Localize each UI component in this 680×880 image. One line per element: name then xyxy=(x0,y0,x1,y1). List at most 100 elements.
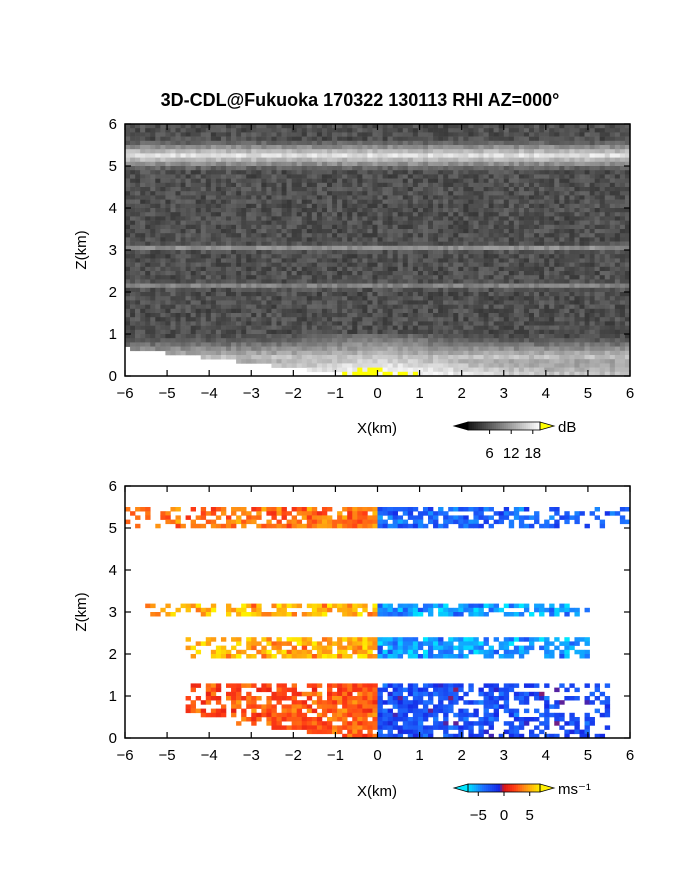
heatmap-cell xyxy=(569,191,575,196)
heatmap-cell xyxy=(150,145,156,150)
heatmap-cell xyxy=(241,237,247,242)
heatmap-cell xyxy=(614,136,621,142)
heatmap-cell xyxy=(140,224,146,230)
heatmap-cell xyxy=(160,166,166,171)
heatmap-cell xyxy=(523,199,530,205)
heatmap-cell xyxy=(125,258,131,263)
heatmap-cell xyxy=(493,187,499,192)
heatmap-cell xyxy=(534,275,540,280)
heatmap-cell xyxy=(554,313,560,318)
heatmap-cell xyxy=(291,203,297,209)
heatmap-cell xyxy=(599,208,606,213)
heatmap-cell xyxy=(246,187,252,192)
heatmap-cell xyxy=(130,140,136,146)
heatmap-cell xyxy=(448,153,454,158)
heatmap-cell xyxy=(321,145,328,150)
heatmap-cell xyxy=(251,212,257,217)
heatmap-cell xyxy=(453,245,459,251)
heatmap-cell xyxy=(231,212,237,217)
heatmap-cell xyxy=(463,128,469,133)
heatmap-cell xyxy=(195,174,202,179)
heatmap-cell xyxy=(241,279,247,284)
heatmap-cell xyxy=(170,296,176,301)
heatmap-cell xyxy=(387,140,393,146)
heatmap-cell xyxy=(624,174,631,179)
heatmap-cell xyxy=(311,300,318,305)
heatmap-cell xyxy=(614,317,621,322)
heatmap-cell xyxy=(584,191,590,196)
heatmap-cell xyxy=(251,166,257,171)
heatmap-cell xyxy=(377,161,383,167)
heatmap-cell xyxy=(498,199,505,205)
heatmap-cell xyxy=(609,245,616,251)
heatmap-cell xyxy=(569,329,575,335)
heatmap-cell xyxy=(468,292,474,297)
heatmap-cell xyxy=(599,182,606,188)
heatmap-cell xyxy=(463,304,469,310)
heatmap-cell xyxy=(402,321,409,326)
heatmap-cell xyxy=(145,212,151,217)
heatmap-cell xyxy=(145,203,151,209)
heatmap-cell xyxy=(377,136,383,142)
heatmap-cell xyxy=(342,140,348,146)
heatmap-cell xyxy=(276,287,282,293)
heatmap-cell xyxy=(569,166,575,171)
heatmap-cell xyxy=(296,199,303,205)
heatmap-cell xyxy=(468,304,474,310)
heatmap-cell xyxy=(251,266,257,272)
heatmap-cell xyxy=(135,313,141,318)
heatmap-cell xyxy=(337,258,343,263)
heatmap-cell xyxy=(160,287,166,293)
heatmap-cell xyxy=(498,283,505,289)
heatmap-cell xyxy=(448,216,454,221)
heatmap-cell xyxy=(559,145,565,150)
heatmap-cell xyxy=(407,170,414,175)
heatmap-cell xyxy=(236,187,242,192)
heatmap-cell xyxy=(458,296,464,301)
heatmap-cell xyxy=(342,308,348,314)
heatmap-cell xyxy=(428,271,434,276)
heatmap-cell xyxy=(220,300,227,305)
heatmap-cell xyxy=(226,132,232,137)
heatmap-cell xyxy=(579,287,585,293)
heatmap-cell xyxy=(145,195,151,200)
heatmap-cell xyxy=(407,220,414,226)
heatmap-cell xyxy=(170,229,176,234)
heatmap-cell xyxy=(180,178,186,184)
heatmap-cell xyxy=(195,275,202,280)
heatmap-cell xyxy=(564,262,570,268)
heatmap-cell xyxy=(362,187,368,192)
heatmap-cell xyxy=(150,132,156,137)
heatmap-cell xyxy=(438,292,444,297)
heatmap-cell xyxy=(316,132,323,137)
heatmap-cell xyxy=(231,321,237,326)
heatmap-cell xyxy=(564,245,570,251)
heatmap-cell xyxy=(544,157,550,163)
heatmap-cell xyxy=(266,271,272,276)
heatmap-cell xyxy=(453,308,459,314)
heatmap-cell xyxy=(332,304,338,310)
heatmap-cell xyxy=(387,166,393,171)
heatmap-cell xyxy=(397,208,404,213)
heatmap-cell xyxy=(468,170,474,175)
heatmap-cell xyxy=(321,187,328,192)
heatmap-cell xyxy=(135,300,141,305)
heatmap-cell xyxy=(544,258,550,263)
heatmap-cell xyxy=(135,292,141,297)
heatmap-cell xyxy=(125,317,131,322)
heatmap-cell xyxy=(140,161,146,167)
heatmap-cell xyxy=(256,174,262,179)
heatmap-cell xyxy=(584,229,590,234)
heatmap-cell xyxy=(438,157,444,163)
heatmap-cell xyxy=(231,124,237,129)
heatmap-cell xyxy=(529,325,535,331)
heatmap-cell xyxy=(387,300,393,305)
heatmap-cell xyxy=(175,136,181,142)
heatmap-cell xyxy=(619,170,626,175)
heatmap-cell xyxy=(498,241,505,247)
heatmap-cell xyxy=(564,203,570,209)
heatmap-cell xyxy=(251,136,257,142)
heatmap-cell xyxy=(382,287,388,293)
heatmap-cell xyxy=(438,233,444,238)
heatmap-cell xyxy=(422,166,429,171)
